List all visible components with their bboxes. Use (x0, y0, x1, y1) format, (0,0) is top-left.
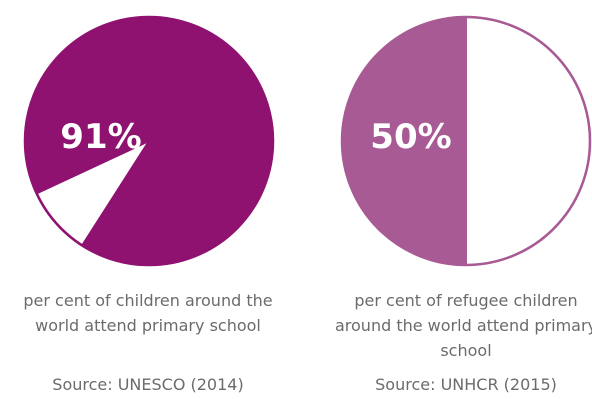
source-children: Source: UNESCO (2014) (52, 375, 244, 394)
caption-refugees: per cent of refugee children around the … (334, 291, 592, 360)
percent-label-refugees: 50% (370, 117, 451, 157)
caption-children: per cent of children around the world at… (23, 291, 273, 335)
percent-label-children: 91% (60, 117, 141, 157)
source-refugees: Source: UNHCR (2015) (375, 375, 557, 394)
pie-chart-children (23, 15, 275, 267)
pie-chart-refugees (340, 15, 592, 267)
pie-outline (340, 15, 592, 267)
pie-charts: 91% 50% (23, 15, 592, 267)
pie-outline (23, 15, 275, 267)
slice-not-attend-refugees (465, 15, 591, 267)
